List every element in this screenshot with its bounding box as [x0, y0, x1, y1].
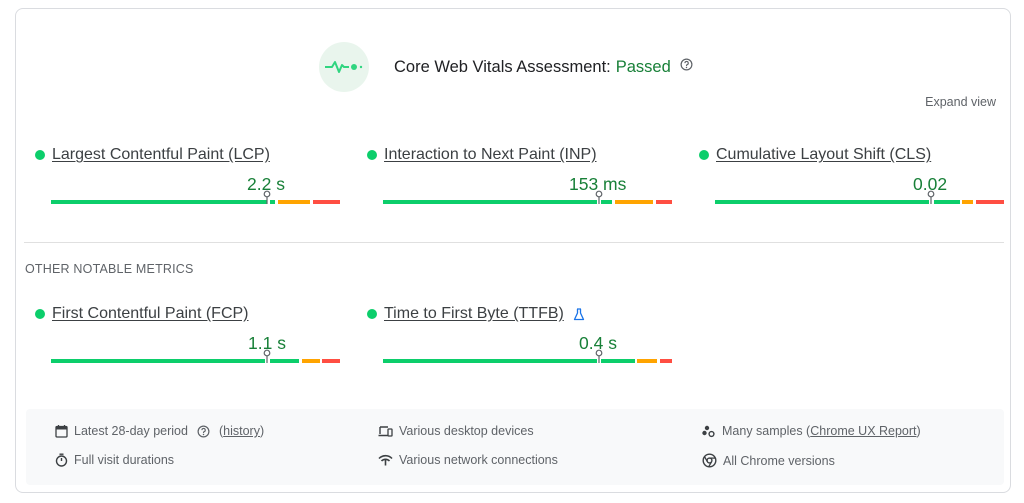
- durations-info: Full visit durations: [55, 453, 174, 467]
- expand-view-button[interactable]: Expand view: [925, 95, 996, 109]
- experimental-flask-icon: [573, 307, 585, 320]
- network-text: Various network connections: [399, 453, 558, 467]
- metric-lcp-distribution-bar: [51, 190, 340, 204]
- metric-fcp-link[interactable]: First Contentful Paint (FCP): [52, 305, 249, 322]
- chrome-icon: [702, 453, 717, 468]
- p75-marker-icon: [595, 190, 603, 204]
- chrome-ux-report-link[interactable]: Chrome UX Report: [810, 424, 917, 438]
- assessment-header: Core Web Vitals Assessment: Passed: [319, 42, 693, 92]
- p75-marker-icon: [263, 190, 271, 204]
- metric-lcp-value: 2.2 s: [247, 174, 285, 194]
- assessment-title: Core Web Vitals Assessment:: [394, 57, 611, 76]
- help-circle-icon[interactable]: [197, 425, 210, 438]
- metric-fcp: First Contentful Paint (FCP) 1.1 s: [35, 305, 340, 363]
- vitals-pulse-icon: [319, 42, 369, 92]
- p75-marker-icon: [595, 349, 603, 363]
- network-info: Various network connections: [378, 453, 558, 467]
- metric-ttfb-link[interactable]: Time to First Byte (TTFB): [384, 305, 564, 322]
- other-metrics-heading: OTHER NOTABLE METRICS: [25, 262, 194, 276]
- metric-inp-link[interactable]: Interaction to Next Paint (INP): [384, 146, 597, 163]
- metric-cls-value: 0.02: [913, 174, 948, 194]
- p75-marker-icon: [927, 190, 935, 204]
- samples-info: Many samples (Chrome UX Report): [702, 424, 921, 438]
- versions-text: All Chrome versions: [723, 453, 835, 468]
- period-info: Latest 28-day period (history): [55, 424, 264, 438]
- history-link[interactable]: history: [223, 424, 260, 438]
- samples-text: Many samples (: [722, 424, 811, 438]
- p75-marker-icon: [263, 349, 271, 363]
- help-circle-icon[interactable]: [680, 58, 693, 76]
- metric-fcp-distribution-bar: [51, 349, 340, 363]
- metric-ttfb-value: 0.4 s: [579, 333, 617, 353]
- calendar-icon: [55, 425, 68, 438]
- assessment-status: Passed: [615, 57, 671, 76]
- versions-info: All Chrome versions: [702, 453, 835, 468]
- good-status-dot: [699, 150, 709, 160]
- good-status-dot: [35, 150, 45, 160]
- data-source-footer: [26, 409, 1004, 485]
- good-status-dot: [367, 150, 377, 160]
- section-divider: [24, 242, 1004, 243]
- good-status-dot: [35, 309, 45, 319]
- metric-ttfb: Time to First Byte (TTFB) 0.4 s: [367, 305, 672, 363]
- devices-text: Various desktop devices: [399, 424, 534, 438]
- metric-fcp-value: 1.1 s: [248, 333, 286, 353]
- metric-cls: Cumulative Layout Shift (CLS) 0.02: [699, 146, 1004, 204]
- devices-icon: [378, 425, 393, 437]
- good-status-dot: [367, 309, 377, 319]
- metric-inp-value: 153 ms: [569, 174, 627, 194]
- metric-inp: Interaction to Next Paint (INP) 153 ms: [367, 146, 672, 204]
- metric-lcp-link[interactable]: Largest Contentful Paint (LCP): [52, 146, 270, 163]
- metric-cls-link[interactable]: Cumulative Layout Shift (CLS): [716, 146, 932, 163]
- period-text: Latest 28-day period: [74, 424, 188, 438]
- devices-info: Various desktop devices: [378, 424, 534, 438]
- metric-inp-distribution-bar: [383, 190, 672, 204]
- samples-icon: [702, 425, 715, 437]
- durations-text: Full visit durations: [74, 453, 175, 467]
- metric-lcp: Largest Contentful Paint (LCP) 2.2 s: [35, 146, 340, 204]
- metric-ttfb-distribution-bar: [383, 349, 672, 363]
- wifi-icon: [378, 454, 393, 466]
- stopwatch-icon: [55, 453, 68, 467]
- metric-cls-distribution-bar: [715, 190, 1004, 204]
